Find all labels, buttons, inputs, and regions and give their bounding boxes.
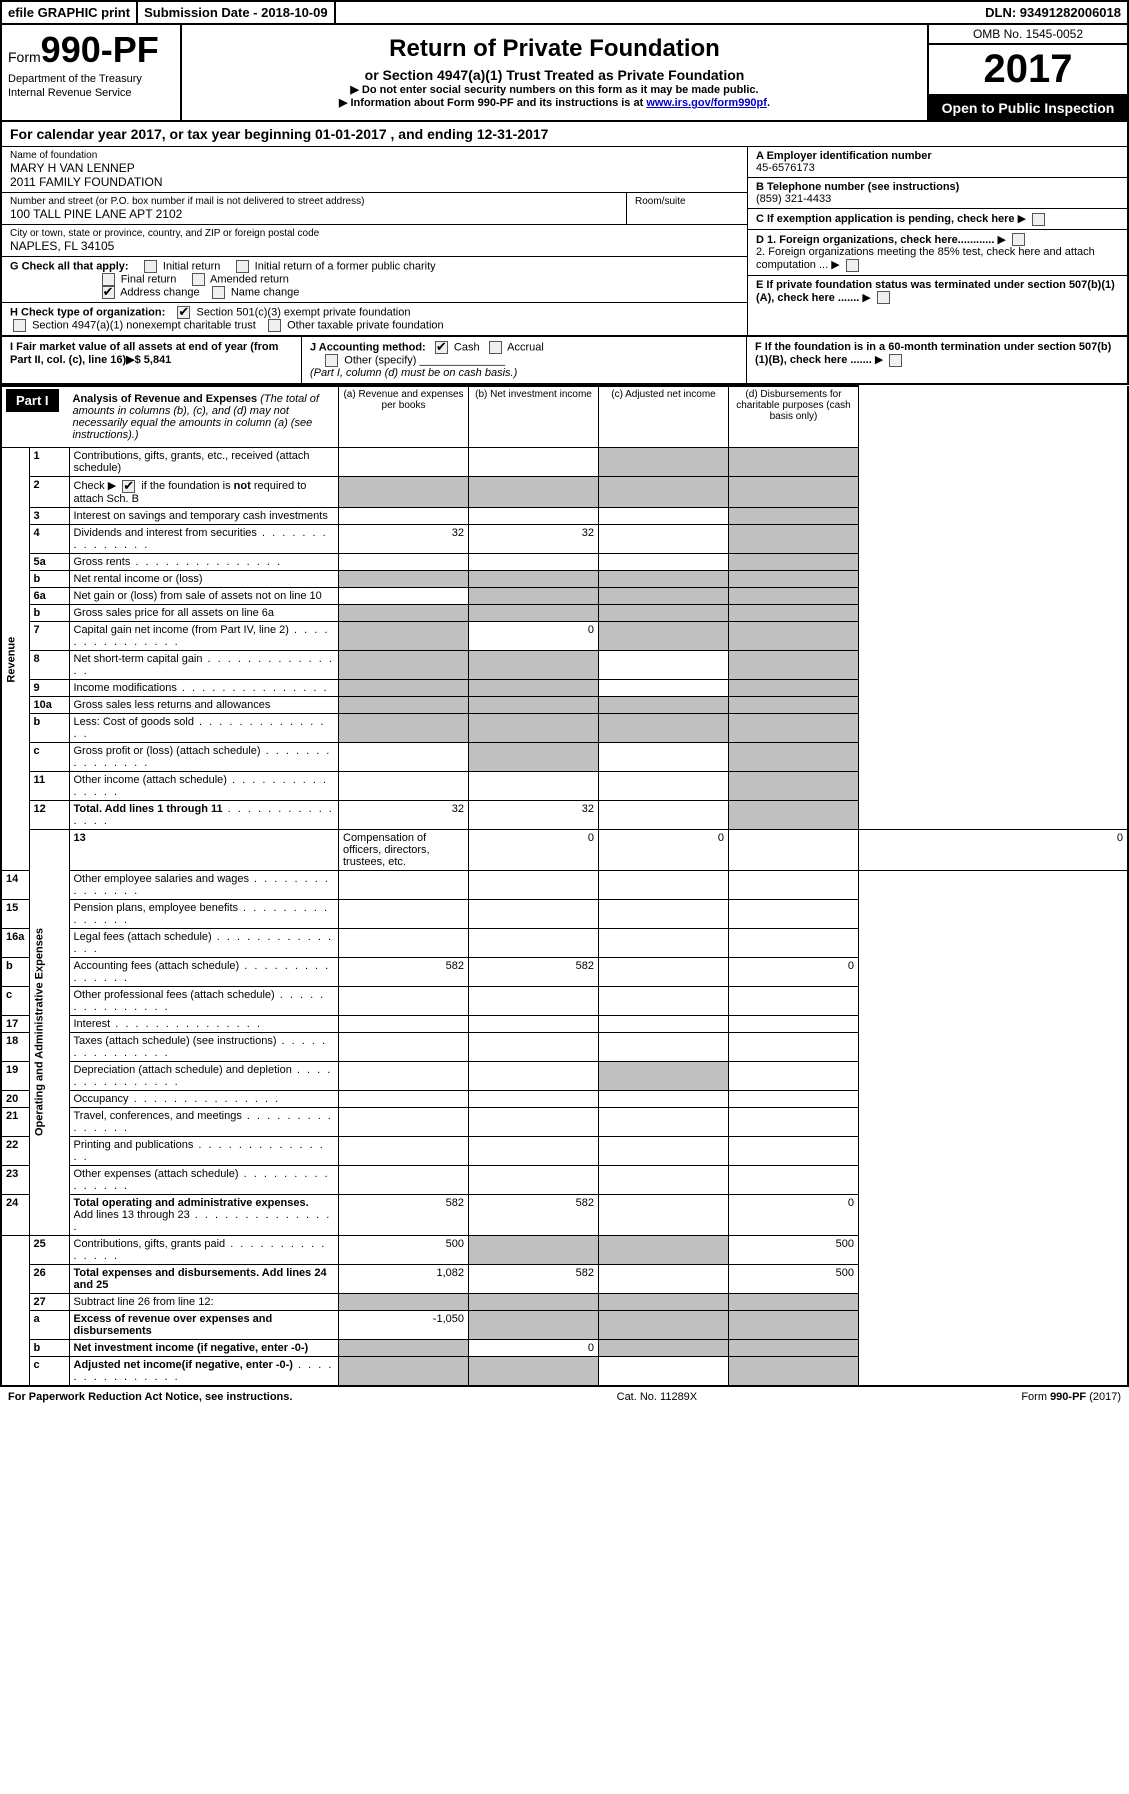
addr-label: Number and street (or P.O. box number if…: [10, 196, 618, 207]
e-checkbox[interactable]: [877, 291, 890, 304]
col-b-header: (b) Net investment income: [469, 386, 599, 448]
irs: Internal Revenue Service: [8, 87, 174, 99]
accrual-checkbox[interactable]: [489, 341, 502, 354]
top-bar: efile GRAPHIC print Submission Date - 20…: [0, 0, 1129, 25]
info-note: ▶ Information about Form 990-PF and its …: [339, 97, 646, 109]
tax-year: 2017: [929, 45, 1127, 96]
initial-former-checkbox[interactable]: [236, 260, 249, 273]
col-a-header: (a) Revenue and expenses per books: [339, 386, 469, 448]
amended-return-checkbox[interactable]: [192, 273, 205, 286]
expenses-section: Operating and Administrative Expenses: [29, 829, 69, 1235]
c-checkbox[interactable]: [1032, 213, 1045, 226]
tel-label: B Telephone number (see instructions): [756, 181, 959, 193]
f-checkbox[interactable]: [889, 354, 902, 367]
header-left: Form990-PF Department of the Treasury In…: [2, 25, 182, 120]
ssn-note: ▶ Do not enter social security numbers o…: [188, 83, 921, 96]
form-ref: Form 990-PF (2017): [1021, 1391, 1121, 1403]
col-c-header: (c) Adjusted net income: [599, 386, 729, 448]
form-header: Form990-PF Department of the Treasury In…: [0, 25, 1129, 122]
cat-no: Cat. No. 11289X: [617, 1391, 698, 1403]
part1-label: Part I: [6, 389, 59, 412]
calendar-year: For calendar year 2017, or tax year begi…: [0, 122, 1129, 147]
header-center: Return of Private Foundation or Section …: [182, 25, 927, 120]
accounting-block: J Accounting method: Cash Accrual Other …: [302, 337, 747, 383]
schb-checkbox[interactable]: [122, 480, 135, 493]
submission-date: Submission Date - 2018-10-09: [138, 2, 336, 23]
efile-label: efile GRAPHIC print: [2, 2, 138, 23]
city-state-zip: NAPLES, FL 34105: [10, 239, 739, 253]
h-label: H Check type of organization:: [10, 306, 165, 318]
4947-checkbox[interactable]: [13, 319, 26, 332]
irs-link[interactable]: www.irs.gov/form990pf: [646, 97, 767, 109]
501c3-checkbox[interactable]: [177, 306, 190, 319]
f-block: F If the foundation is in a 60-month ter…: [747, 337, 1127, 383]
header-right: OMB No. 1545-0052 2017 Open to Public In…: [927, 25, 1127, 120]
fmv-block: I Fair market value of all assets at end…: [2, 337, 302, 383]
bottom-meta: I Fair market value of all assets at end…: [0, 337, 1129, 385]
dept-treasury: Department of the Treasury: [8, 73, 174, 85]
other-taxable-checkbox[interactable]: [268, 319, 281, 332]
d1-checkbox[interactable]: [1012, 233, 1025, 246]
d2-checkbox[interactable]: [846, 259, 859, 272]
form-prefix: Form: [8, 49, 41, 65]
ein-label: A Employer identification number: [756, 150, 932, 162]
entity-meta: Name of foundation MARY H VAN LENNEP 201…: [0, 147, 1129, 337]
form-number: 990-PF: [41, 29, 159, 70]
address-change-checkbox[interactable]: [102, 286, 115, 299]
room-label: Room/suite: [635, 196, 739, 207]
name-label: Name of foundation: [10, 150, 739, 161]
open-to-public: Open to Public Inspection: [929, 96, 1127, 120]
city-label: City or town, state or province, country…: [10, 228, 739, 239]
ein-value: 45-6576173: [756, 162, 815, 174]
other-method-checkbox[interactable]: [325, 354, 338, 367]
d2-label: 2. Foreign organizations meeting the 85%…: [756, 246, 1095, 271]
name-change-checkbox[interactable]: [212, 286, 225, 299]
form-title: Return of Private Foundation: [188, 35, 921, 63]
g-label: G Check all that apply:: [10, 260, 129, 272]
omb-number: OMB No. 1545-0052: [929, 25, 1127, 45]
d1-label: D 1. Foreign organizations, check here..…: [756, 234, 994, 246]
foundation-name-1: MARY H VAN LENNEP: [10, 161, 739, 175]
initial-return-checkbox[interactable]: [144, 260, 157, 273]
c-label: C If exemption application is pending, c…: [756, 213, 1015, 225]
paperwork-notice: For Paperwork Reduction Act Notice, see …: [8, 1391, 292, 1403]
form-subtitle: or Section 4947(a)(1) Trust Treated as P…: [188, 67, 921, 83]
col-d-header: (d) Disbursements for charitable purpose…: [729, 386, 859, 448]
dln: DLN: 93491282006018: [979, 2, 1127, 23]
revenue-section: Revenue: [1, 448, 29, 871]
foundation-name-2: 2011 FAMILY FOUNDATION: [10, 175, 739, 189]
cash-checkbox[interactable]: [435, 341, 448, 354]
tel-value: (859) 321-4433: [756, 193, 831, 205]
part1-table: Part I Analysis of Revenue and Expenses …: [0, 385, 1129, 1387]
street-address: 100 TALL PINE LANE APT 2102: [10, 207, 618, 221]
page-footer: For Paperwork Reduction Act Notice, see …: [0, 1387, 1129, 1407]
e-label: E If private foundation status was termi…: [756, 279, 1115, 304]
